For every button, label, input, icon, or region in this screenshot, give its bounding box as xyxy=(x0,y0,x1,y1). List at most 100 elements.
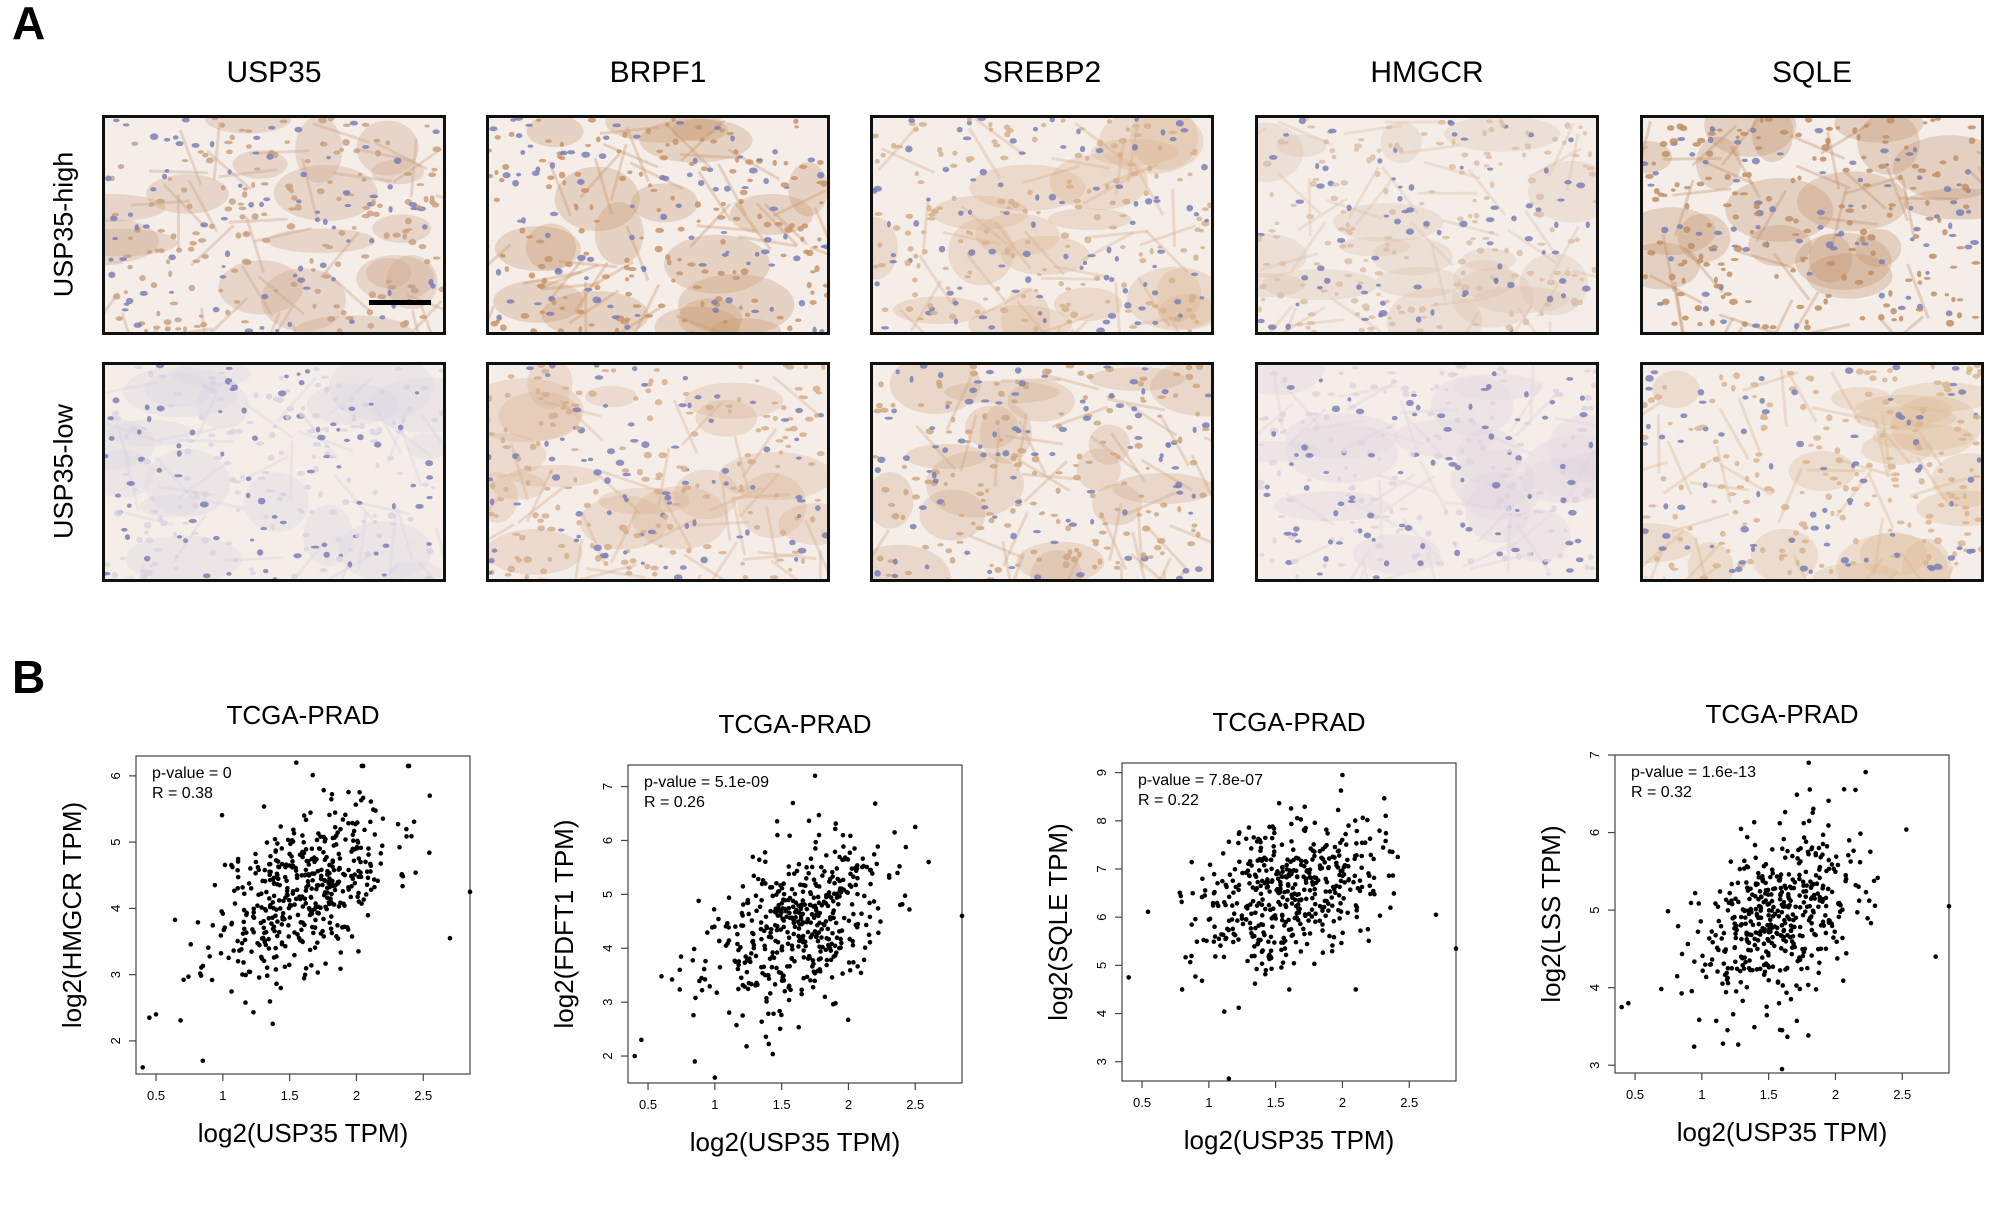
scatter-point xyxy=(1727,890,1732,896)
scatter-point xyxy=(767,991,773,996)
scatter-point xyxy=(1720,981,1725,986)
scatter-point xyxy=(318,905,323,911)
scatter-point xyxy=(830,869,835,875)
x-axis-label: log2(USP35 TPM) xyxy=(690,1127,901,1157)
scatter-point xyxy=(1810,908,1816,914)
x-tick-label: 1.5 xyxy=(281,1088,299,1103)
scatter-point xyxy=(1797,893,1802,898)
scatter-point xyxy=(346,887,351,892)
scatter-point xyxy=(1742,858,1747,864)
scatter-point xyxy=(1803,839,1809,845)
scatter-point xyxy=(1190,890,1196,896)
scatter-point xyxy=(755,876,761,882)
scatter-point xyxy=(279,846,285,851)
scatter-point xyxy=(1330,943,1335,948)
scatter-point xyxy=(1755,938,1761,943)
scatter-point xyxy=(1763,898,1769,903)
scatter-point xyxy=(212,882,218,888)
scatter-point xyxy=(1752,842,1758,848)
scatter-point xyxy=(1270,924,1275,930)
scatter-point xyxy=(1777,875,1783,881)
scatter-point xyxy=(273,967,279,972)
scatter-point xyxy=(740,902,746,907)
tissue-texture xyxy=(1643,118,1981,332)
x-tick-label: 2 xyxy=(845,1097,852,1112)
scatter-point xyxy=(324,872,330,877)
y-tick-label: 3 xyxy=(108,971,123,978)
scatter-point xyxy=(1782,883,1788,889)
scatter-point xyxy=(824,962,829,968)
scatter-point xyxy=(346,867,351,873)
scatter-point xyxy=(1803,894,1809,900)
y-tick-label: 6 xyxy=(1094,914,1109,921)
scatter-point xyxy=(274,954,279,959)
scatter-point xyxy=(359,901,364,906)
scatter-point xyxy=(1764,1012,1770,1018)
scatter-point xyxy=(1707,962,1713,967)
scatter-point xyxy=(1320,922,1325,927)
scatter-point xyxy=(1744,932,1750,937)
scatter-point xyxy=(294,887,300,893)
scatter-point xyxy=(770,950,775,955)
scatter-point xyxy=(1226,918,1232,924)
scatter-point xyxy=(1759,955,1765,960)
scatter-point xyxy=(1278,886,1283,891)
scatter-point xyxy=(1771,886,1776,892)
scatter-point xyxy=(1231,911,1237,917)
scatter-point xyxy=(1294,874,1300,879)
scatter-point xyxy=(1832,929,1838,935)
scatter-point xyxy=(207,954,212,959)
scatter-point xyxy=(813,905,819,911)
scatter-point xyxy=(1278,882,1283,888)
scatter-point xyxy=(222,862,228,868)
scatter-point xyxy=(1725,966,1731,971)
stat-annotation: p-value = 5.1e-09 xyxy=(644,774,769,791)
scatter-point xyxy=(1383,813,1388,819)
scatter-point xyxy=(1366,873,1372,879)
scatter-point xyxy=(805,929,811,935)
scatter-point xyxy=(1816,867,1822,872)
scatter-point xyxy=(1626,1000,1631,1006)
scatter-point xyxy=(1807,787,1813,792)
scatter-point xyxy=(178,1018,183,1023)
scatter-point xyxy=(262,939,268,945)
scatter-point xyxy=(1742,908,1748,913)
scatter-point xyxy=(1738,914,1744,920)
scatter-point xyxy=(285,837,291,843)
scatter-point xyxy=(1865,916,1870,921)
y-tick-label: 7 xyxy=(600,783,615,790)
scatter-point xyxy=(780,916,785,922)
scatter-point xyxy=(1809,953,1814,958)
scatter-point xyxy=(328,896,333,901)
scatter-point xyxy=(314,886,319,892)
scatter-point xyxy=(1259,961,1265,967)
tissue-texture xyxy=(489,365,827,579)
scatter-point xyxy=(1805,982,1811,988)
scatter-point xyxy=(1793,904,1798,910)
scatter-point xyxy=(1777,1027,1783,1033)
tissue-texture xyxy=(873,365,1211,579)
scatter-point xyxy=(1691,1044,1697,1049)
scatter-point xyxy=(1758,915,1764,921)
scatter-point xyxy=(811,895,817,900)
scatter-point xyxy=(1337,916,1342,921)
scatter-point xyxy=(862,945,868,950)
scatter-point xyxy=(823,947,829,953)
ihc-image xyxy=(1640,115,1984,335)
scatter-point xyxy=(282,943,288,949)
scatter-point xyxy=(1341,872,1347,877)
scatter-point xyxy=(1326,908,1331,913)
scatter-point xyxy=(1272,830,1277,836)
y-tick-label: 3 xyxy=(600,999,615,1006)
scatter-point xyxy=(800,898,806,903)
scatter-point xyxy=(1856,898,1862,903)
stat-annotation: p-value = 7.8e-07 xyxy=(1138,772,1263,789)
scatter-point xyxy=(268,853,273,859)
scatter-point xyxy=(1785,1034,1790,1040)
scatter-point xyxy=(328,926,334,932)
scatter-point xyxy=(1259,878,1265,884)
scatter-point xyxy=(860,856,866,861)
y-tick-label: 5 xyxy=(600,891,615,898)
scatter-point xyxy=(810,958,816,963)
scatter-point xyxy=(1258,937,1263,943)
